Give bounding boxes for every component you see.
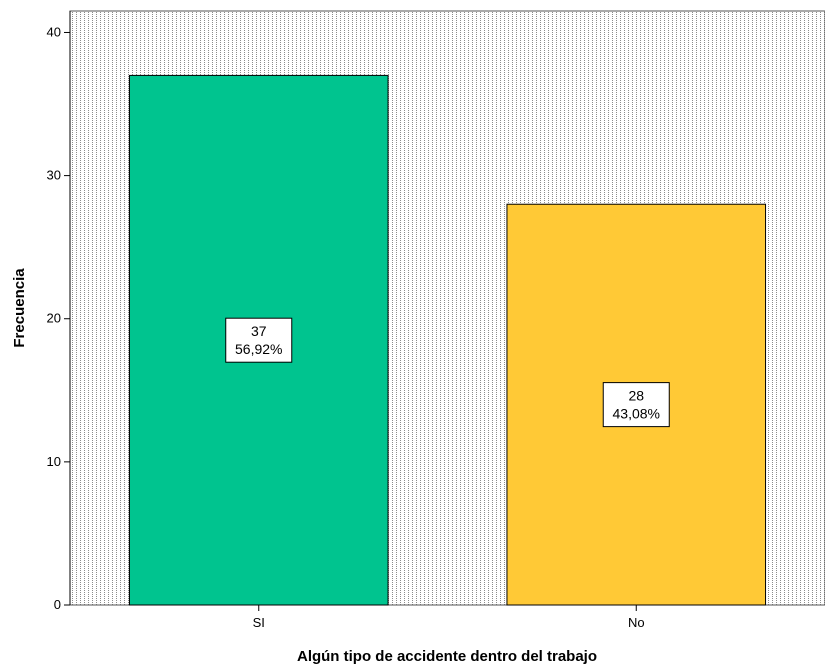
data-label-count: 28 (628, 388, 644, 404)
y-tick-label: 40 (47, 24, 61, 39)
data-label-percent: 56,92% (235, 341, 282, 357)
x-tick-label: SI (253, 615, 265, 630)
x-axis: SI No (253, 605, 645, 630)
data-label-box (225, 317, 293, 363)
data-label-box (602, 382, 670, 428)
y-tick-label: 10 (47, 454, 61, 469)
y-axis-title: Frecuencia (11, 268, 28, 348)
data-label-percent: 43,08% (613, 406, 660, 422)
y-axis: 0 10 20 30 40 (47, 11, 71, 612)
x-tick-label: No (628, 615, 645, 630)
data-labels: 37 56,92% 28 43,08% (225, 317, 670, 428)
x-axis-title: Algún tipo de accidente dentro del traba… (297, 648, 597, 665)
y-tick-label: 0 (54, 597, 61, 612)
data-label-count: 37 (251, 323, 267, 339)
y-tick-label: 30 (47, 168, 61, 183)
y-tick-label: 20 (47, 311, 61, 326)
